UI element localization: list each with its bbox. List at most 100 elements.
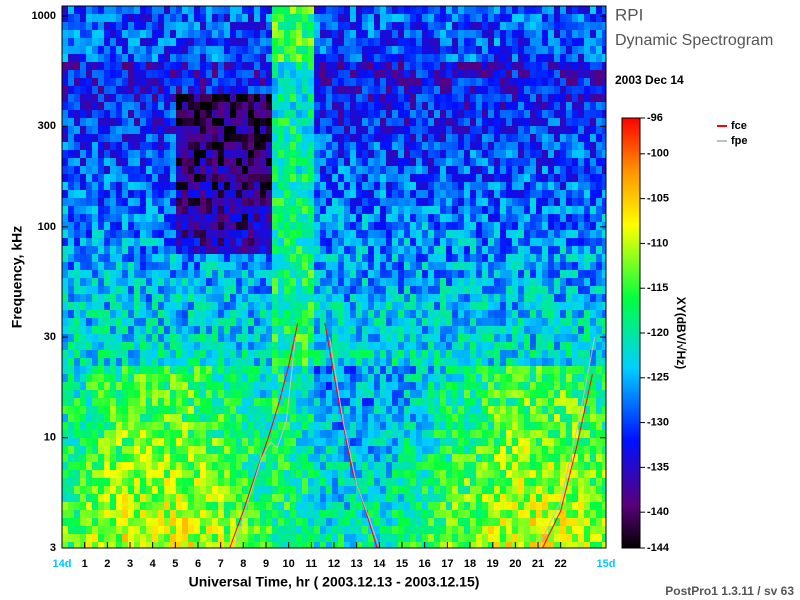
- spectrogram-cell: [98, 310, 104, 318]
- spectrogram-cell: [284, 118, 290, 126]
- spectrogram-cell: [248, 366, 254, 374]
- spectrogram-cell: [218, 334, 224, 342]
- spectrogram-cell: [74, 278, 80, 286]
- spectrogram-cell: [560, 406, 566, 414]
- spectrogram-cell: [80, 334, 86, 342]
- spectrogram-cell: [170, 238, 176, 246]
- spectrogram-cell: [542, 174, 548, 182]
- spectrogram-cell: [86, 366, 92, 374]
- spectrogram-cell: [422, 150, 428, 158]
- spectrogram-cell: [170, 270, 176, 278]
- spectrogram-cell: [104, 406, 110, 414]
- spectrogram-cell: [446, 142, 452, 150]
- spectrogram-cell: [368, 366, 374, 374]
- spectrogram-cell: [434, 118, 440, 126]
- spectrogram-cell: [212, 110, 218, 118]
- spectrogram-cell: [494, 30, 500, 38]
- spectrogram-cell: [356, 142, 362, 150]
- spectrogram-cell: [590, 94, 596, 102]
- spectrogram-cell: [74, 174, 80, 182]
- spectrogram-cell: [212, 270, 218, 278]
- spectrogram-cell: [272, 230, 278, 238]
- spectrogram-cell: [152, 174, 158, 182]
- spectrogram-cell: [362, 254, 368, 262]
- spectrogram-cell: [224, 222, 230, 230]
- spectrogram-cell: [356, 190, 362, 198]
- spectrogram-cell: [326, 374, 332, 382]
- spectrogram-cell: [314, 326, 320, 334]
- spectrogram-cell: [200, 190, 206, 198]
- spectrogram-cell: [482, 190, 488, 198]
- spectrogram-cell: [374, 206, 380, 214]
- spectrogram-cell: [524, 366, 530, 374]
- spectrogram-cell: [446, 422, 452, 430]
- spectrogram-cell: [308, 78, 314, 86]
- spectrogram-cell: [434, 222, 440, 230]
- spectrogram-cell: [170, 262, 176, 270]
- spectrogram-cell: [518, 78, 524, 86]
- spectrogram-cell: [116, 286, 122, 294]
- spectrogram-cell: [602, 302, 606, 310]
- spectrogram-cell: [536, 414, 542, 422]
- spectrogram-cell: [80, 190, 86, 198]
- spectrogram-cell: [128, 206, 134, 214]
- spectrogram-cell: [572, 238, 578, 246]
- spectrogram-cell: [596, 110, 602, 118]
- spectrogram-cell: [572, 206, 578, 214]
- spectrogram-cell: [536, 62, 542, 70]
- spectrogram-cell: [170, 78, 176, 86]
- spectrogram-cell: [68, 390, 74, 398]
- spectrogram-cell: [560, 358, 566, 366]
- spectrogram-cell: [434, 398, 440, 406]
- spectrogram-cell: [434, 278, 440, 286]
- spectrogram-cell: [410, 22, 416, 30]
- spectrogram-cell: [164, 190, 170, 198]
- spectrogram-cell: [374, 94, 380, 102]
- spectrogram-cell: [140, 438, 146, 446]
- spectrogram-cell: [560, 110, 566, 118]
- spectrogram-cell: [416, 438, 422, 446]
- spectrogram-cell: [170, 54, 176, 62]
- spectrogram-cell: [554, 246, 560, 254]
- spectrogram-cell: [392, 38, 398, 46]
- spectrogram-cell: [248, 134, 254, 142]
- spectrogram-cell: [92, 382, 98, 390]
- spectrogram-cell: [122, 230, 128, 238]
- spectrogram-cell: [452, 6, 458, 14]
- spectrogram-cell: [212, 14, 218, 22]
- spectrogram-cell: [176, 214, 182, 222]
- spectrogram-cell: [380, 6, 386, 14]
- spectrogram-cell: [422, 214, 428, 222]
- spectrogram-cell: [476, 438, 482, 446]
- spectrogram-cell: [374, 366, 380, 374]
- spectrogram-cell: [86, 398, 92, 406]
- spectrogram-cell: [176, 94, 182, 102]
- spectrogram-cell: [428, 382, 434, 390]
- spectrogram-cell: [104, 174, 110, 182]
- spectrogram-cell: [164, 406, 170, 414]
- spectrogram-cell: [476, 62, 482, 70]
- spectrogram-cell: [368, 214, 374, 222]
- spectrogram-cell: [206, 414, 212, 422]
- spectrogram-cell: [290, 286, 296, 294]
- spectrogram-cell: [578, 158, 584, 166]
- spectrogram-cell: [590, 326, 596, 334]
- spectrogram-cell: [488, 294, 494, 302]
- spectrogram-cell: [512, 54, 518, 62]
- spectrogram-cell: [104, 214, 110, 222]
- spectrogram-cell: [566, 366, 572, 374]
- spectrogram-cell: [188, 414, 194, 422]
- spectrogram-cell: [218, 54, 224, 62]
- spectrogram-cell: [530, 230, 536, 238]
- spectrogram-cell: [302, 398, 308, 406]
- spectrogram-cell: [176, 86, 182, 94]
- spectrogram-cell: [320, 206, 326, 214]
- spectrogram-cell: [278, 374, 284, 382]
- spectrogram-cell: [122, 270, 128, 278]
- spectrogram-cell: [548, 206, 554, 214]
- spectrogram-cell: [188, 342, 194, 350]
- spectrogram-cell: [602, 414, 606, 422]
- spectrogram-cell: [122, 334, 128, 342]
- spectrogram-cell: [386, 414, 392, 422]
- spectrogram-cell: [272, 22, 278, 30]
